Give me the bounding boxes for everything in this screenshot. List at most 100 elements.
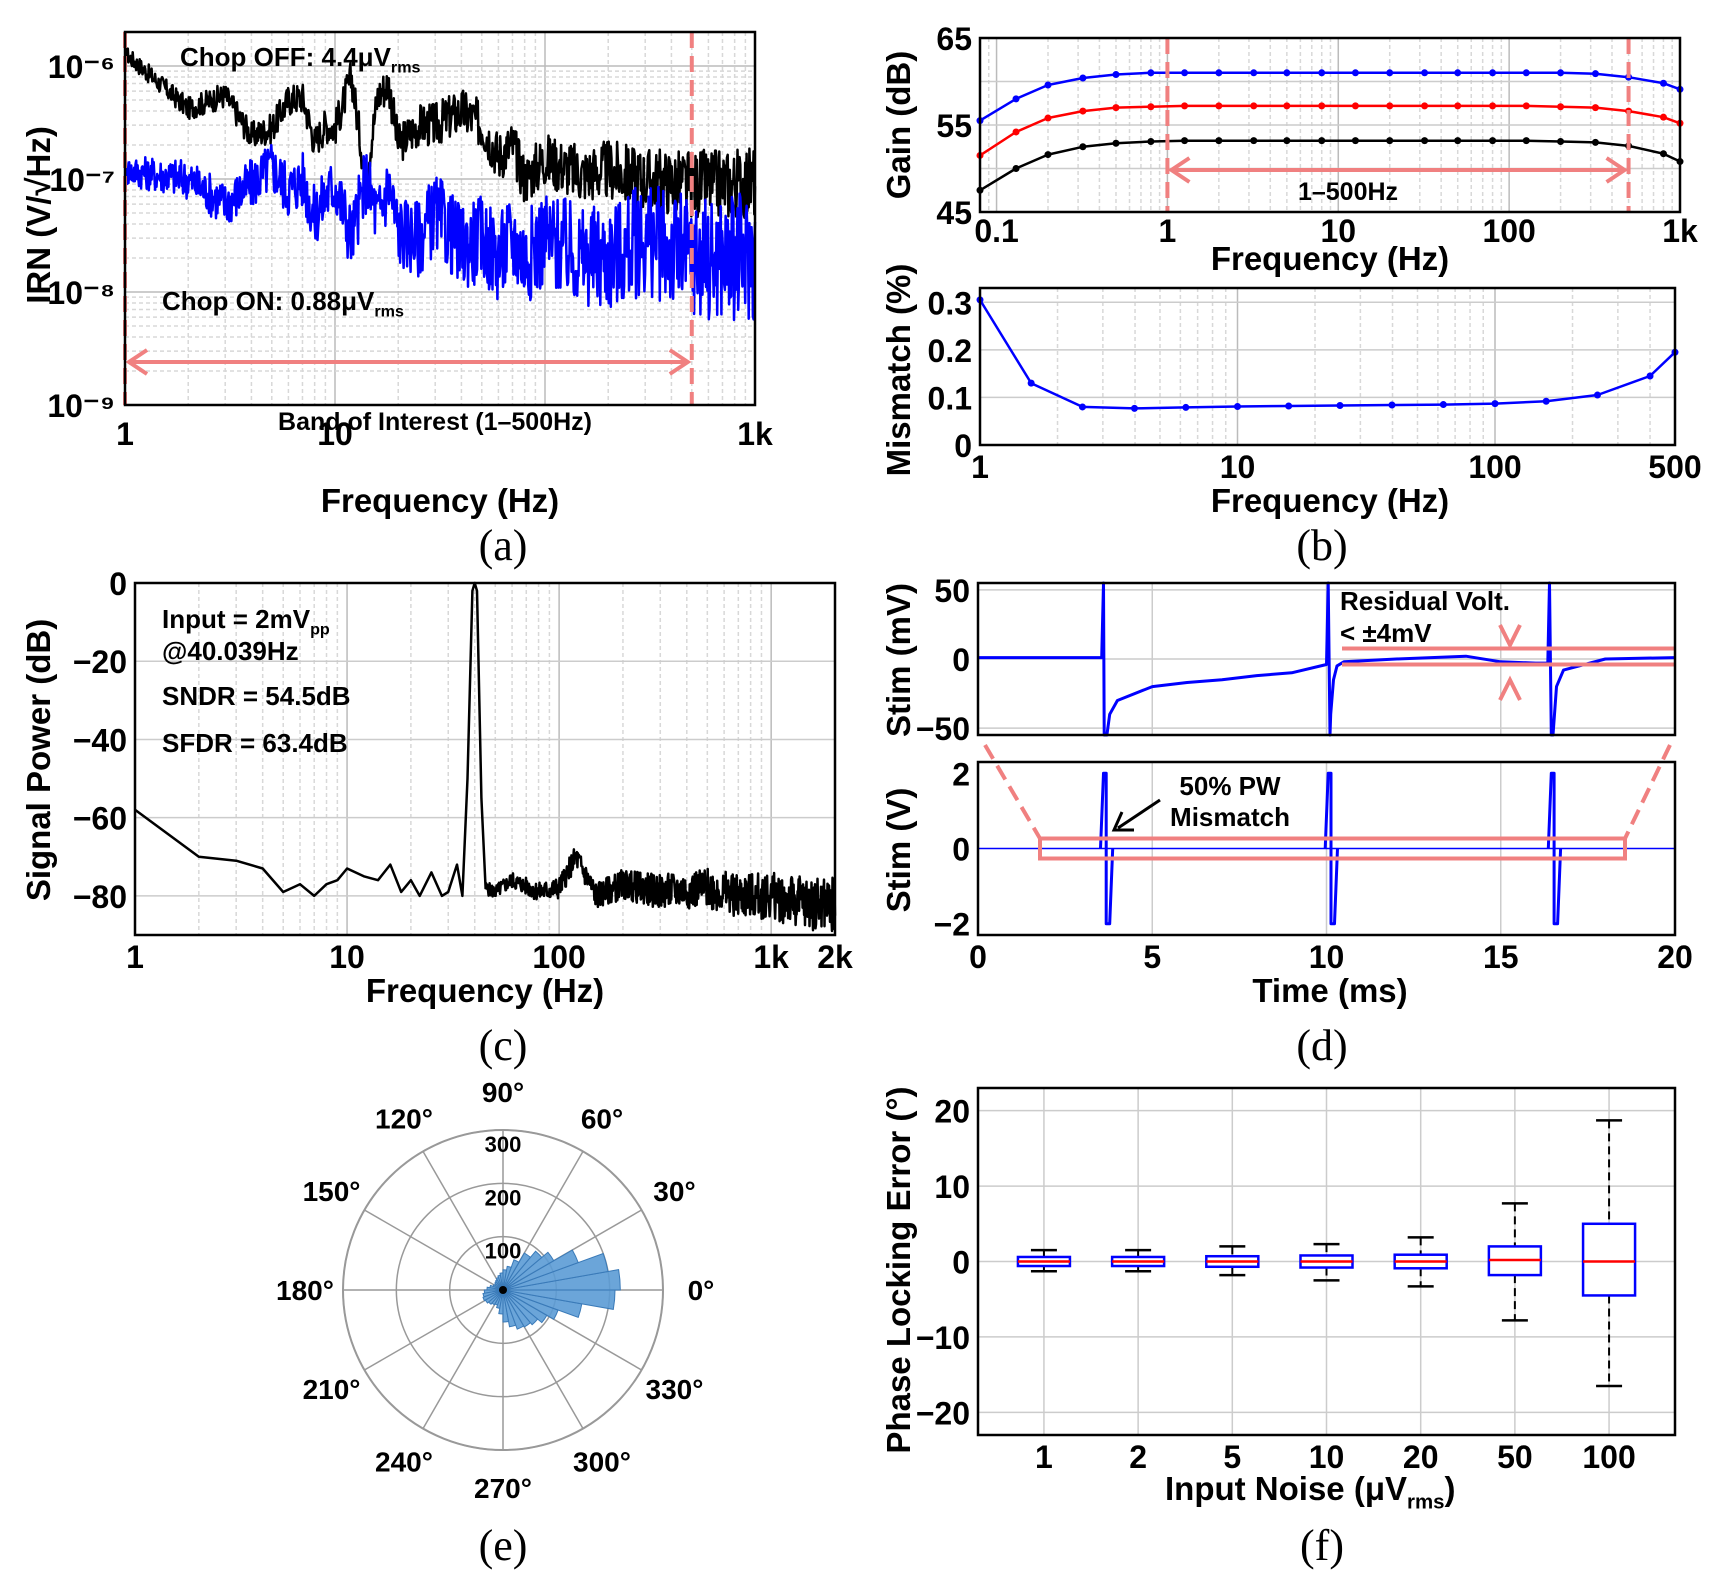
panel-f-xtick: 100	[1582, 1439, 1635, 1475]
panel-d-bottom-xlabel: Time (ms)	[1252, 972, 1407, 1009]
panel-d-top-ytick: 0	[952, 642, 970, 678]
panel-c-ytick: −40	[73, 722, 127, 758]
panel-c-annotation-freq: @40.039Hz	[162, 636, 299, 666]
panel-b-top-point	[1591, 70, 1599, 78]
panel-a-band-arrowhead-left	[125, 348, 149, 376]
panel-b-top-point	[1386, 102, 1394, 110]
panel-b-top-ytick: 65	[936, 21, 972, 57]
panel-a-ytick: 10⁻⁹	[47, 388, 115, 424]
panel-b-top-point	[1421, 102, 1429, 110]
panel-b-top-point	[1351, 69, 1359, 77]
panel-b-bottom-xtick: 10	[1220, 449, 1256, 485]
panel-d-bottom-pulse-2	[1323, 771, 1339, 926]
panel-d-top-arrow-up	[1498, 675, 1522, 701]
panel-b-top-point	[1489, 137, 1497, 145]
panel-d-bottom-pulse-3	[1546, 771, 1563, 926]
panel-b-top-point	[1012, 165, 1020, 172]
panel-d-bottom-pulse-1	[1099, 771, 1115, 926]
panel-e-spoke	[422, 1151, 504, 1291]
panel-d-top-ytick: 50	[934, 573, 970, 609]
panel-f-xtick: 20	[1403, 1439, 1439, 1475]
panel-d-bottom-annotation-arrowhead	[1111, 811, 1134, 832]
panel-d-zoom-connector-right	[1623, 744, 1672, 840]
panel-a-ytick: 10⁻⁷	[49, 162, 115, 198]
panel-b-top-xtick: 100	[1482, 213, 1535, 249]
panel-c-xtick: 1k	[753, 939, 789, 975]
panel-b-bottom-point	[1078, 403, 1086, 411]
panel-e-rtick: 100	[485, 1239, 522, 1264]
panel-b-top-point	[1215, 137, 1223, 145]
panel-b-top-point	[1454, 137, 1462, 145]
panel-c-series-spectrum-low	[134, 581, 496, 898]
panel-d-bottom-xtick: 15	[1483, 939, 1519, 975]
panel-b-top-point	[1557, 69, 1565, 77]
panel-b-bottom-point	[1336, 402, 1344, 410]
panel-b-top-xtick: 10	[1320, 213, 1356, 249]
panel-e-angle-label: 270°	[474, 1473, 532, 1504]
panel-b-top-point	[1522, 102, 1530, 110]
panel-f-frame	[976, 1086, 1677, 1437]
panel-f-ytick: 10	[934, 1169, 970, 1205]
panel-c-ytick: 0	[109, 566, 127, 602]
panel-b-top-point	[1659, 113, 1667, 121]
panel-e-angle-label: 240°	[375, 1446, 433, 1477]
panel-b-top-point	[1421, 137, 1429, 145]
panel-b-top-point	[1318, 137, 1326, 145]
panel-d-bottom-xtick: 0	[969, 939, 987, 975]
panel-b-top-point	[1012, 95, 1020, 103]
panel-b-top-point	[1181, 137, 1189, 145]
panel-b-bottom-point	[1646, 372, 1654, 380]
panel-a-xtick: 1k	[737, 416, 773, 452]
panel-b-top-point	[1659, 79, 1667, 87]
panel-b-top-point	[1112, 104, 1120, 112]
caption-e: (e)	[479, 1521, 528, 1570]
panel-b-top-point	[1557, 138, 1565, 146]
panel-b-bottom-ytick: 0	[954, 428, 972, 464]
panel-a-series-chop-on	[123, 143, 757, 322]
panel-b-top-point	[1591, 104, 1599, 112]
panel-b-top-point	[1659, 150, 1667, 158]
panel-b-top-point	[1557, 103, 1565, 111]
panel-a-frame	[123, 30, 757, 407]
panel-d-top-annotation-line1: Residual Volt.	[1340, 586, 1510, 616]
panel-d-bottom-ytick: 2	[952, 756, 970, 792]
panel-b-top-point	[1044, 81, 1052, 89]
panel-b-top-point	[1250, 102, 1258, 110]
panel-c-series-spectrum-high	[484, 848, 837, 933]
panel-c-annotation-input: Input = 2mVpp	[162, 604, 330, 639]
panel-b-bottom-point	[1491, 400, 1499, 408]
caption-b: (b)	[1296, 521, 1347, 570]
panel-f-xtick: 1	[1035, 1439, 1053, 1475]
panel-e-bin	[502, 1259, 520, 1291]
panel-b-top-point	[1386, 69, 1394, 77]
panel-b-top-ylabel: Gain (dB)	[880, 51, 917, 199]
panel-d-top-frame	[976, 581, 1677, 737]
panel-d-bottom-frame	[976, 760, 1677, 937]
panel-e-angle-label: 330°	[646, 1374, 704, 1405]
panel-e-angle-label: 30°	[653, 1176, 695, 1207]
panel-d-top-ylabel: Stim (mV)	[880, 583, 917, 737]
panel-b-top-point	[1318, 69, 1326, 77]
panel-b-bottom-xlabel: Frequency (Hz)	[1211, 482, 1449, 519]
panel-b-bottom-frame	[978, 286, 1677, 447]
panel-b-top-point	[1147, 103, 1155, 111]
panel-d-bottom-zoom-box	[1038, 836, 1627, 861]
panel-b-top-point	[1489, 69, 1497, 77]
panel-b-top-point	[1522, 137, 1530, 145]
panel-d-top-arrow-down	[1498, 624, 1522, 650]
panel-b-top-point	[1591, 138, 1599, 146]
panel-e-bin	[502, 1252, 532, 1291]
panel-b-top-point	[1351, 137, 1359, 145]
panel-b-top-point	[1079, 143, 1087, 151]
panel-e-spoke	[422, 1289, 504, 1429]
panel-d-bottom-ytick: 0	[952, 832, 970, 868]
panel-a-xtick: 10	[317, 416, 353, 452]
panel-f-xtick: 5	[1223, 1439, 1241, 1475]
panel-f-ytick: 0	[952, 1245, 970, 1281]
panel-b-bottom-point	[1027, 379, 1035, 387]
panel-b-top-point	[1181, 102, 1189, 110]
panel-e-center	[499, 1286, 507, 1294]
panel-d-bottom-ylabel: Stim (V)	[880, 788, 917, 913]
panel-e-spoke	[364, 1289, 504, 1371]
